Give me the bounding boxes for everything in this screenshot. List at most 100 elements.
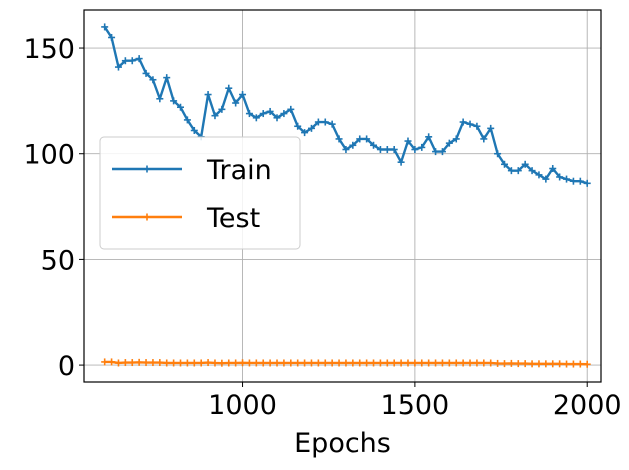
y-tick-label: 0 [58,351,75,382]
train-point [245,110,253,118]
test-point [149,359,157,367]
x-tick-label: 1000 [208,390,277,421]
test-point [535,360,543,368]
train-point [473,122,481,130]
test-point [542,360,550,368]
test-point [342,359,350,367]
train-point [569,177,577,185]
train-point [383,146,391,153]
test-point [225,359,233,367]
train-point [500,160,508,168]
train-point [177,103,185,111]
train-point [514,167,522,175]
test-point [425,359,433,367]
test-point [183,359,191,367]
train-point [549,165,557,173]
test-point [245,359,253,367]
train-point [287,105,295,113]
test-point [321,359,329,367]
test-point [301,359,309,367]
plot-frame [83,9,602,383]
test-point [452,359,460,367]
test-point [466,359,474,367]
train-point [583,179,591,187]
train-point [149,76,157,84]
test-point [108,358,116,366]
test-point [549,360,557,368]
train-point [342,146,350,153]
test-point [156,359,164,367]
test-point [252,359,260,367]
train-point [294,122,302,130]
train-point [273,114,281,122]
test-point [211,359,219,367]
train-point [404,137,412,145]
train-point [535,171,543,179]
train-point [452,135,460,143]
train-point [239,91,247,99]
train-point [114,63,122,71]
train-point [156,95,164,103]
train-point [252,114,260,122]
test-point [370,359,378,367]
train-point [480,135,488,143]
test-point [121,359,129,367]
train-point [142,69,150,77]
test-point [411,359,419,367]
test-point [349,359,357,367]
test-point [259,359,267,367]
train-point [170,97,178,105]
test-point [507,359,515,367]
test-point [232,359,240,367]
y-tick-label: 100 [23,140,75,171]
train-point [459,118,467,126]
train-point [542,175,550,183]
test-point [459,359,467,367]
test-point [280,359,288,367]
legend-label-test: Test [206,203,260,234]
train-point [183,116,191,124]
test-point [114,359,122,367]
test-point [197,359,205,367]
test-point [500,360,508,368]
train-point [266,107,274,115]
train-point [204,91,212,99]
x-tick-label: 1500 [381,390,450,421]
train-point [466,120,474,128]
test-point [363,359,371,367]
train-point [556,173,564,181]
legend: Train Test [99,136,301,250]
train-point [135,55,143,63]
train-point [128,57,136,65]
test-point [418,359,426,367]
train-point [521,160,529,168]
train-point [390,146,398,153]
test-point [480,359,488,367]
train-point [301,129,309,137]
test-point [287,359,295,367]
x-axis-label: Epochs [294,428,391,459]
train-point [108,33,116,41]
y-tick-label: 50 [41,245,75,276]
test-point [563,360,571,368]
test-point [190,359,198,367]
test-point [273,359,281,367]
test-point [356,359,364,367]
test-point [177,359,185,367]
train-point [528,167,536,175]
test-point [128,359,136,367]
legend-marker-train [143,165,151,173]
train-point [101,23,109,31]
train-point [314,118,322,126]
test-series [101,358,591,368]
train-point [370,141,378,149]
train-point [321,118,329,126]
test-point [204,359,212,367]
test-point [473,359,481,367]
train-point [363,135,371,143]
train-point [280,110,288,118]
train-point [563,175,571,183]
x-tick-label: 2000 [553,390,622,421]
train-point [211,112,219,120]
